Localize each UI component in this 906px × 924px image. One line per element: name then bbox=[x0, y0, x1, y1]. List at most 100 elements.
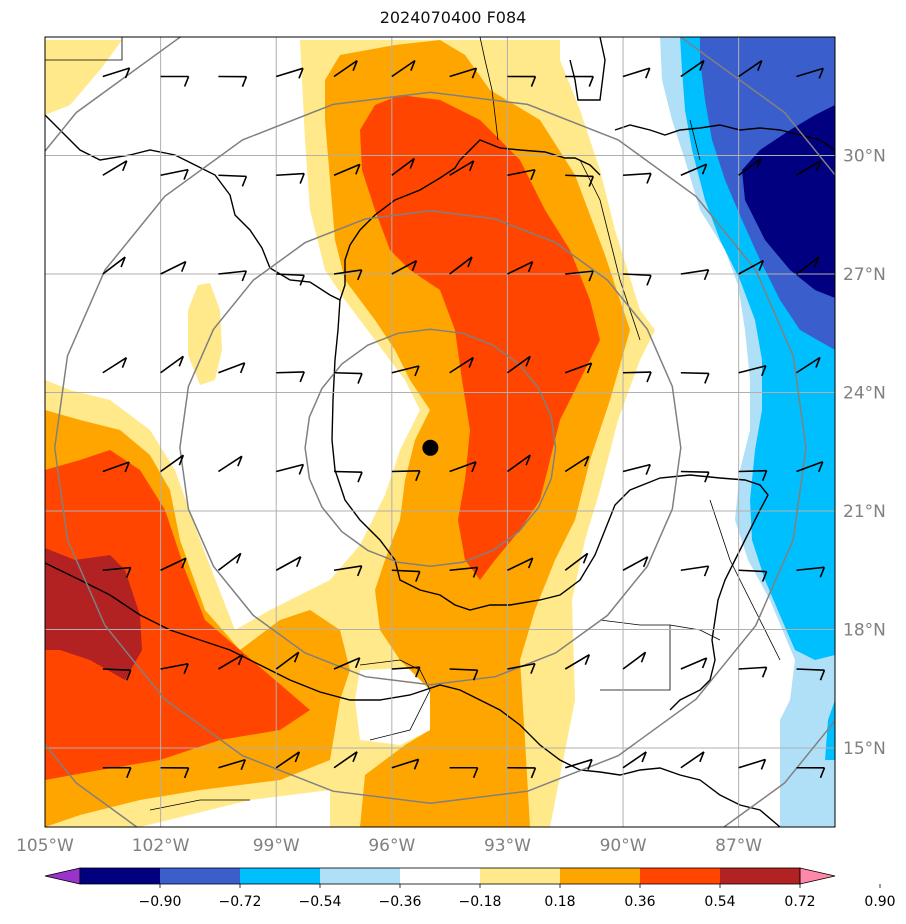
wind-barb bbox=[449, 566, 479, 578]
wind-barb bbox=[680, 59, 705, 78]
wind-barb bbox=[275, 651, 300, 670]
wind-barb bbox=[391, 758, 420, 770]
colorbar-segment bbox=[160, 868, 240, 884]
range-ring bbox=[179, 210, 682, 686]
wind-barb bbox=[796, 160, 822, 176]
colorbar-tick-label: −0.18 bbox=[459, 894, 502, 910]
wind-barb bbox=[622, 67, 651, 79]
wind-barb bbox=[391, 259, 418, 275]
wind-barb bbox=[506, 355, 531, 374]
wind-barb bbox=[102, 160, 128, 176]
wind-barb bbox=[276, 463, 305, 475]
wind-barb bbox=[738, 365, 767, 377]
colorbar-tick-label: 0.54 bbox=[704, 894, 735, 910]
wind-barb bbox=[391, 470, 421, 482]
lat-tick-label: 18°N bbox=[843, 621, 886, 641]
wind-barb bbox=[102, 461, 130, 473]
wind-barb bbox=[218, 174, 248, 187]
wind-barb bbox=[391, 59, 416, 78]
contour-gap bbox=[355, 668, 430, 745]
wind-barb bbox=[333, 269, 363, 281]
wind-barb bbox=[738, 60, 763, 78]
wind-barb bbox=[565, 270, 594, 282]
colorbar-segment bbox=[640, 868, 720, 884]
wind-barb bbox=[449, 766, 479, 779]
wind-barb bbox=[680, 163, 708, 176]
wind-barb bbox=[334, 470, 363, 483]
wind-barb bbox=[564, 552, 589, 571]
wind-barb bbox=[449, 160, 475, 176]
wind-barb bbox=[160, 168, 189, 180]
range-ring bbox=[304, 328, 557, 568]
colorbar-segment bbox=[240, 868, 320, 884]
center-marker bbox=[422, 439, 439, 456]
wind-barb bbox=[680, 269, 710, 281]
wind-barb bbox=[391, 569, 421, 582]
wind-barb bbox=[275, 556, 302, 571]
wind-barb bbox=[796, 766, 826, 779]
wind-barb bbox=[796, 67, 825, 79]
wind-barb bbox=[449, 356, 474, 374]
wind-barb bbox=[507, 557, 534, 571]
wind-barb bbox=[333, 163, 361, 176]
wind-barb bbox=[102, 357, 128, 374]
lat-tick-label: 30°N bbox=[843, 147, 886, 167]
colorbar-segment bbox=[80, 868, 160, 884]
colorbar-tick-label: 0.18 bbox=[544, 894, 575, 910]
wind-barbs bbox=[102, 59, 826, 779]
wind-barb bbox=[796, 668, 826, 681]
colorbar-tick-label: −0.36 bbox=[379, 894, 422, 910]
lon-tick-label: 102°W bbox=[132, 836, 190, 856]
colorbar-segment bbox=[720, 868, 800, 884]
wind-barb bbox=[160, 766, 190, 779]
range-ring bbox=[53, 91, 807, 805]
plot-frame bbox=[44, 36, 836, 828]
wind-barb bbox=[102, 67, 131, 79]
wind-barb bbox=[333, 751, 358, 769]
wind-barb bbox=[738, 666, 768, 678]
wind-barb bbox=[564, 654, 591, 670]
wind-barb bbox=[275, 67, 304, 79]
wind-barb bbox=[796, 566, 826, 578]
wind-barb bbox=[276, 371, 305, 383]
wind-barb bbox=[449, 668, 479, 681]
wind-barb bbox=[333, 565, 363, 577]
wind-barb bbox=[276, 273, 305, 286]
wind-barb bbox=[680, 657, 708, 670]
colorbar-tick-label: 0.90 bbox=[864, 894, 895, 910]
wind-barb bbox=[218, 75, 248, 87]
lat-tick-label: 15°N bbox=[843, 739, 886, 759]
wind-barb bbox=[218, 270, 247, 282]
wind-barb bbox=[333, 59, 358, 78]
wind-barb bbox=[622, 751, 647, 769]
wind-barb bbox=[565, 174, 594, 187]
lat-tick-labels: 30°N 27°N 24°N 21°N 18°N 15°N bbox=[843, 147, 886, 760]
wind-barb bbox=[217, 455, 243, 473]
wind-barb bbox=[507, 766, 537, 779]
wind-barb bbox=[738, 259, 764, 275]
lon-tick-label: 90°W bbox=[600, 836, 647, 856]
wind-barb bbox=[391, 666, 421, 678]
wind-barb bbox=[796, 461, 824, 473]
lat-lon-grid bbox=[45, 37, 835, 827]
wind-barb bbox=[160, 662, 189, 675]
wind-barb bbox=[218, 362, 246, 374]
wind-barb bbox=[160, 557, 187, 571]
colorbar-extend-low bbox=[44, 867, 81, 885]
wind-barb bbox=[160, 75, 190, 87]
colorbar: −0.90 −0.72 −0.54 −0.36 −0.18 0.18 0.36 0.54 0.7… bbox=[44, 867, 896, 910]
wind-barb bbox=[796, 356, 821, 374]
wind-barb bbox=[507, 261, 534, 275]
wind-barb bbox=[102, 566, 132, 578]
lon-tick-label: 93°W bbox=[484, 836, 531, 856]
lon-tick-label: 105°W bbox=[16, 836, 74, 856]
wind-barb bbox=[333, 657, 361, 670]
wind-barb bbox=[102, 668, 132, 681]
lon-tick-label: 96°W bbox=[368, 836, 415, 856]
figure-title: 2024070400 F084 bbox=[379, 8, 527, 27]
storm-center-dot bbox=[422, 439, 439, 456]
lat-tick-label: 24°N bbox=[843, 384, 886, 404]
colorbar-tick-label: 0.72 bbox=[784, 894, 815, 910]
wind-barb bbox=[507, 662, 536, 674]
